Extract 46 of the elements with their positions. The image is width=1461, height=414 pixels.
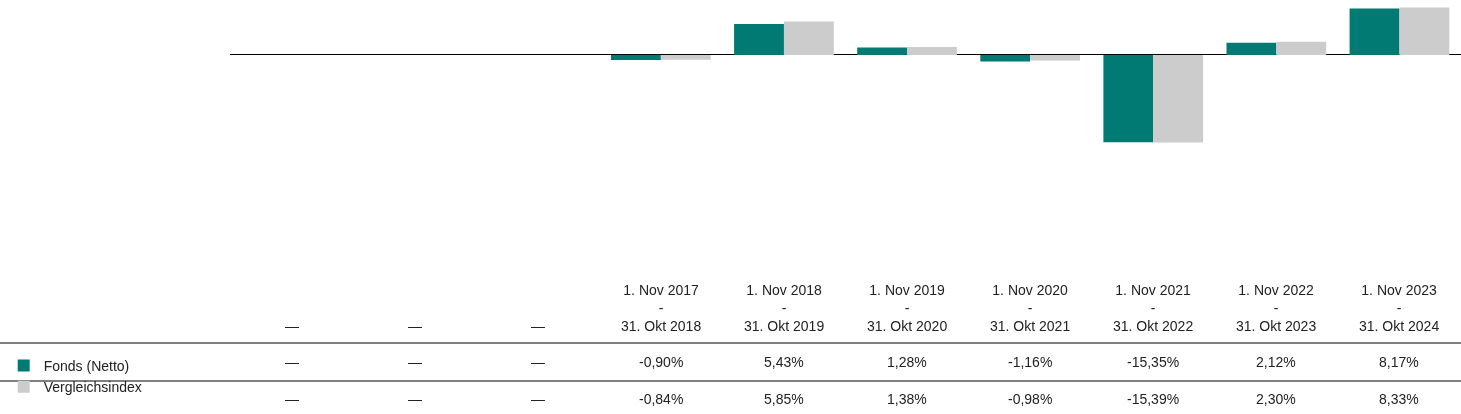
- data-label: 5,85%: [764, 391, 804, 407]
- text: —: [285, 391, 299, 407]
- x-tick-label: 1. Nov 2017 - 31. Okt 2018: [621, 282, 702, 335]
- text: —: [531, 354, 545, 370]
- x-tick-label: —: [408, 318, 422, 334]
- bar: [907, 47, 957, 55]
- data-label: -0,84%: [639, 391, 684, 407]
- bar: [734, 24, 784, 55]
- bar: [1399, 7, 1450, 55]
- x-tick-label: 1. Nov 2020 - 31. Okt 2021: [990, 282, 1071, 335]
- text: —: [408, 391, 422, 407]
- legend-label: Vergleichsindex: [43, 379, 142, 396]
- data-label: -1,16%: [1008, 354, 1053, 370]
- x-tick-label: —: [285, 318, 299, 334]
- x-tick-label: 1. Nov 2023 - 31. Okt 2024: [1359, 282, 1440, 335]
- bar: [1030, 54, 1081, 61]
- bar: [1276, 41, 1327, 55]
- bar: [1153, 54, 1204, 143]
- bar: [783, 21, 834, 55]
- data-label: -15,39%: [1127, 391, 1180, 407]
- data-label: -0,98%: [1008, 391, 1053, 407]
- bar: [610, 54, 661, 61]
- data-label: 2,12%: [1256, 354, 1296, 370]
- text: —: [285, 354, 299, 370]
- text: —: [531, 391, 545, 407]
- data-label: 8,17%: [1379, 354, 1419, 370]
- data-label: 1,38%: [887, 391, 927, 407]
- bar: [1103, 54, 1154, 143]
- data-label: 2,30%: [1256, 391, 1296, 407]
- data-label: 1,28%: [887, 354, 927, 370]
- x-tick-label: 1. Nov 2018 - 31. Okt 2019: [744, 282, 825, 335]
- x-tick-label: 1. Nov 2019 - 31. Okt 2020: [867, 282, 948, 335]
- bar: [660, 54, 711, 60]
- bar: [1349, 8, 1400, 55]
- x-tick-label: —: [531, 318, 545, 334]
- x-tick-label: 1. Nov 2021 - 31. Okt 2022: [1113, 282, 1194, 335]
- bar: [980, 54, 1031, 62]
- legend-label: Fonds (Netto): [43, 358, 130, 375]
- bar: [1226, 42, 1277, 55]
- data-label: -15,35%: [1127, 354, 1180, 370]
- data-label: 8,33%: [1379, 391, 1419, 407]
- data-label: 5,43%: [764, 354, 804, 370]
- x-tick-label: 1. Nov 2022 - 31. Okt 2023: [1236, 282, 1317, 335]
- data-label: -0,90%: [639, 354, 684, 370]
- bar: [857, 47, 908, 55]
- text: —: [408, 354, 422, 370]
